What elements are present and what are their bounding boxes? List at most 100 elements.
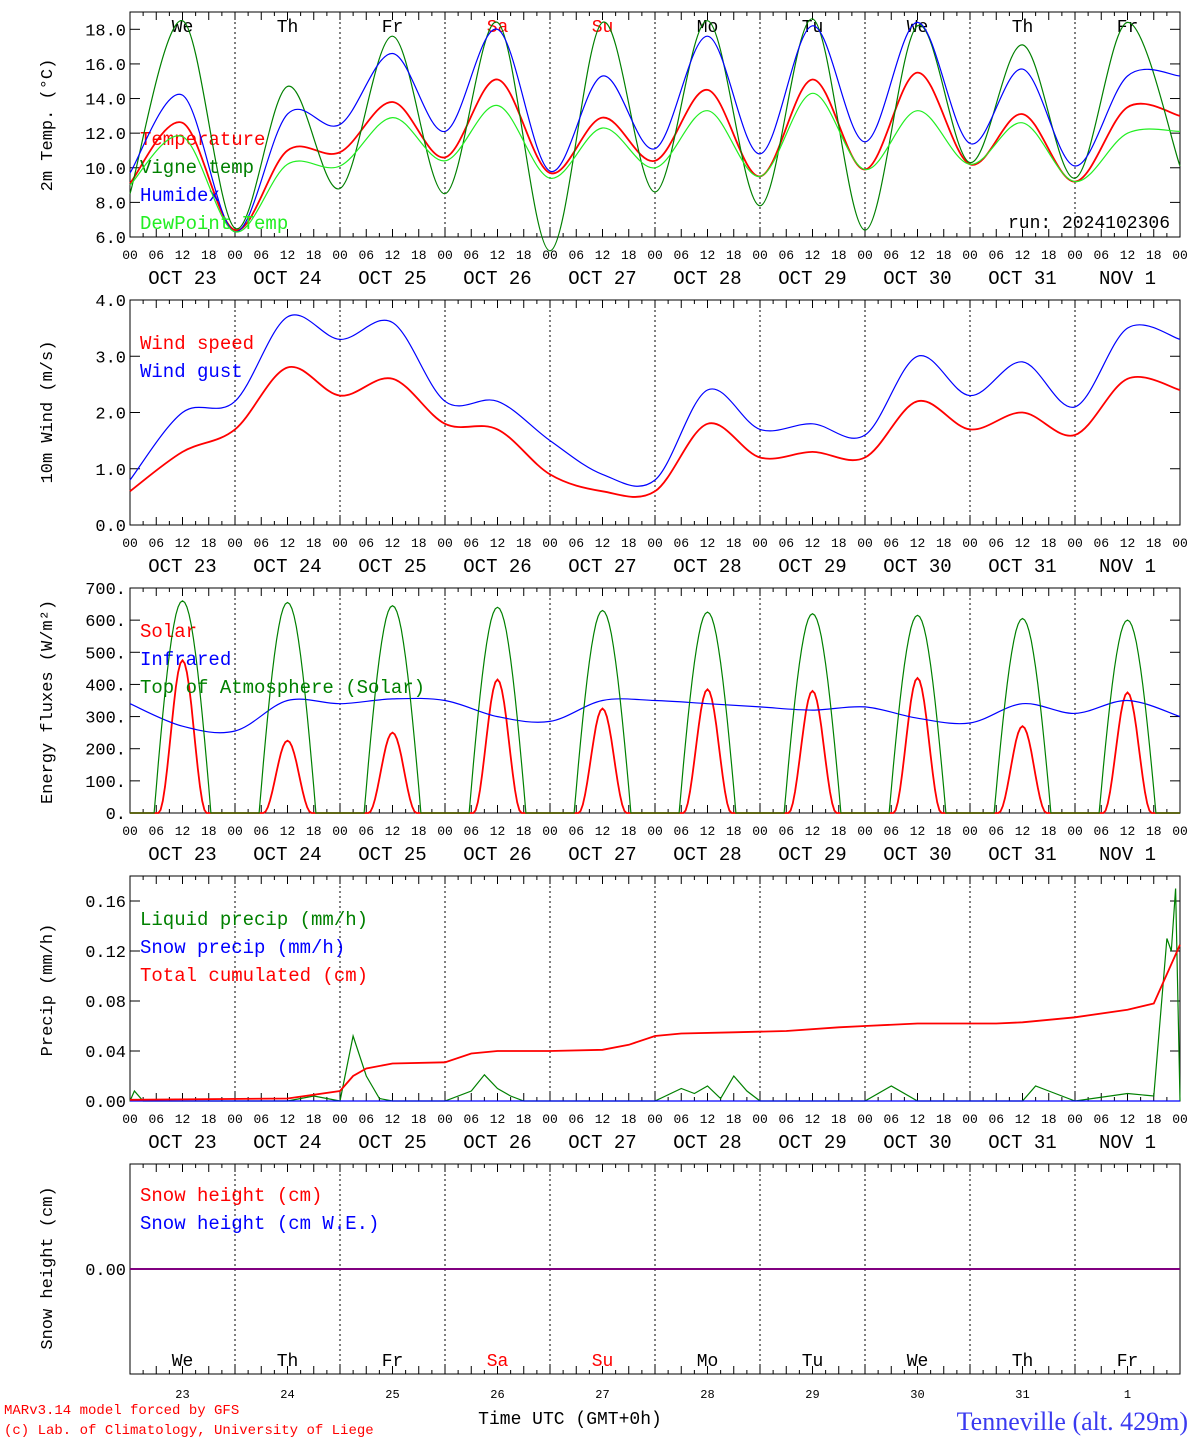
temperature-series-vigne-temp xyxy=(129,18,1181,252)
x-date-label: OCT 29 xyxy=(778,1132,846,1154)
x-hour-label: 12 xyxy=(700,824,716,839)
x-hour-label: 12 xyxy=(385,536,401,551)
x-date-label: OCT 28 xyxy=(673,268,741,290)
weekday-label: Fr xyxy=(1117,1352,1139,1372)
x-hour-label: 12 xyxy=(1120,1112,1136,1127)
x-date-label: OCT 29 xyxy=(778,268,846,290)
wind-panel: 00 06 12 18 OCT 23 00 06 12 18 OCT 24 00 06 12 18 OCT … xyxy=(39,293,1188,578)
x-date-label: OCT 24 xyxy=(253,1132,321,1154)
day-number-label: 30 xyxy=(910,1388,924,1402)
weekday-label: We xyxy=(907,1352,929,1372)
x-date-label: OCT 28 xyxy=(673,844,741,866)
weekday-label: Fr xyxy=(1117,18,1139,38)
x-hour-label: 12 xyxy=(490,248,506,263)
x-hour-label: 00 xyxy=(962,248,978,263)
y-axis-label: 2m Temp. (°C) xyxy=(39,59,58,192)
x-hour-label: 18 xyxy=(621,824,637,839)
x-hour-label: 00 xyxy=(962,824,978,839)
x-hour-label: 06 xyxy=(463,536,479,551)
x-hour-label: 12 xyxy=(595,248,611,263)
x-hour-label: 12 xyxy=(910,536,926,551)
x-hour-label: 00 xyxy=(1172,536,1188,551)
x-hour-label: 18 xyxy=(1041,536,1057,551)
precip-panel: 00 06 12 18 OCT 23 00 06 12 18 OCT 24 00 06 12 18 OCT … xyxy=(39,875,1188,1154)
x-hour-label: 18 xyxy=(621,248,637,263)
precip-series-liquid-precip-mm-h xyxy=(129,888,1181,1102)
day-number-label: 25 xyxy=(385,1388,399,1402)
x-hour-label: 00 xyxy=(227,1112,243,1127)
y-tick-label: 0.08 xyxy=(85,994,126,1013)
wind-series-wind-speed xyxy=(129,366,1181,498)
y-tick-label: 0.0 xyxy=(95,518,126,537)
x-hour-label: 00 xyxy=(542,536,558,551)
station-name: Tenneville (alt. 429m) xyxy=(957,1407,1188,1436)
x-hour-label: 18 xyxy=(936,1112,952,1127)
x-hour-label: 06 xyxy=(148,248,164,263)
x-date-label: OCT 25 xyxy=(358,268,426,290)
x-hour-label: 18 xyxy=(936,248,952,263)
x-hour-label: 12 xyxy=(280,1112,296,1127)
y-tick-label: 600. xyxy=(85,613,126,632)
y-axis-label: Snow height (cm) xyxy=(39,1186,58,1349)
x-hour-label: 00 xyxy=(1067,824,1083,839)
x-hour-label: 06 xyxy=(568,248,584,263)
x-date-label: OCT 31 xyxy=(988,844,1056,866)
x-hour-label: 18 xyxy=(1041,824,1057,839)
x-hour-label: 12 xyxy=(1120,824,1136,839)
x-hour-label: 12 xyxy=(1015,824,1031,839)
x-date-label: OCT 29 xyxy=(778,844,846,866)
x-hour-label: 00 xyxy=(857,248,873,263)
x-hour-label: 18 xyxy=(201,824,217,839)
x-hour-label: 00 xyxy=(122,824,138,839)
x-hour-label: 18 xyxy=(621,1112,637,1127)
x-hour-label: 06 xyxy=(883,824,899,839)
x-hour-label: 18 xyxy=(1041,248,1057,263)
x-date-label: OCT 30 xyxy=(883,268,951,290)
x-date-label: NOV 1 xyxy=(1099,268,1156,290)
x-hour-label: 00 xyxy=(752,1112,768,1127)
footer-model: MARv3.14 model forced by GFS xyxy=(4,1403,239,1419)
x-hour-label: 00 xyxy=(1172,824,1188,839)
x-hour-label: 00 xyxy=(542,248,558,263)
x-hour-label: 12 xyxy=(385,248,401,263)
x-hour-label: 06 xyxy=(253,536,269,551)
x-hour-label: 18 xyxy=(411,248,427,263)
weekday-label: Th xyxy=(277,1352,299,1372)
x-date-label: OCT 23 xyxy=(148,844,216,866)
x-hour-label: 12 xyxy=(805,1112,821,1127)
y-tick-label: 0.00 xyxy=(85,1262,126,1281)
x-date-label: OCT 28 xyxy=(673,556,741,578)
x-hour-label: 06 xyxy=(988,248,1004,263)
legend-entry: Temperature xyxy=(140,129,265,151)
x-hour-label: 12 xyxy=(805,824,821,839)
x-hour-label: 18 xyxy=(516,536,532,551)
x-hour-label: 06 xyxy=(1093,824,1109,839)
x-hour-label: 00 xyxy=(437,536,453,551)
x-date-label: OCT 25 xyxy=(358,844,426,866)
x-date-label: NOV 1 xyxy=(1099,844,1156,866)
legend-entry: Solar xyxy=(140,621,197,643)
x-hour-label: 06 xyxy=(1093,536,1109,551)
x-hour-label: 00 xyxy=(1172,248,1188,263)
x-hour-label: 06 xyxy=(253,824,269,839)
x-hour-label: 18 xyxy=(831,536,847,551)
x-hour-label: 18 xyxy=(411,1112,427,1127)
x-hour-label: 12 xyxy=(175,536,191,551)
x-hour-label: 18 xyxy=(726,536,742,551)
x-hour-label: 00 xyxy=(542,1112,558,1127)
snow-panel: We 23 Th 24 Fr 25 Sa 26 Su 27 Mo 28 Tu 29 We 30 Th 31 Fr 1 0… xyxy=(39,1163,1181,1402)
weekday-label: Su xyxy=(592,1352,614,1372)
x-hour-label: 18 xyxy=(831,1112,847,1127)
legend-entry: Wind gust xyxy=(140,361,243,383)
x-hour-label: 00 xyxy=(1172,1112,1188,1127)
weekday-label: Tu xyxy=(802,1352,824,1372)
legend-entry: Vigne temp xyxy=(140,157,254,179)
x-hour-label: 00 xyxy=(647,824,663,839)
x-hour-label: 12 xyxy=(280,248,296,263)
x-hour-label: 06 xyxy=(1093,248,1109,263)
x-date-label: OCT 23 xyxy=(148,268,216,290)
x-hour-label: 18 xyxy=(201,1112,217,1127)
day-number-label: 31 xyxy=(1015,1388,1029,1402)
day-number-label: 28 xyxy=(700,1388,714,1402)
x-hour-label: 06 xyxy=(568,536,584,551)
